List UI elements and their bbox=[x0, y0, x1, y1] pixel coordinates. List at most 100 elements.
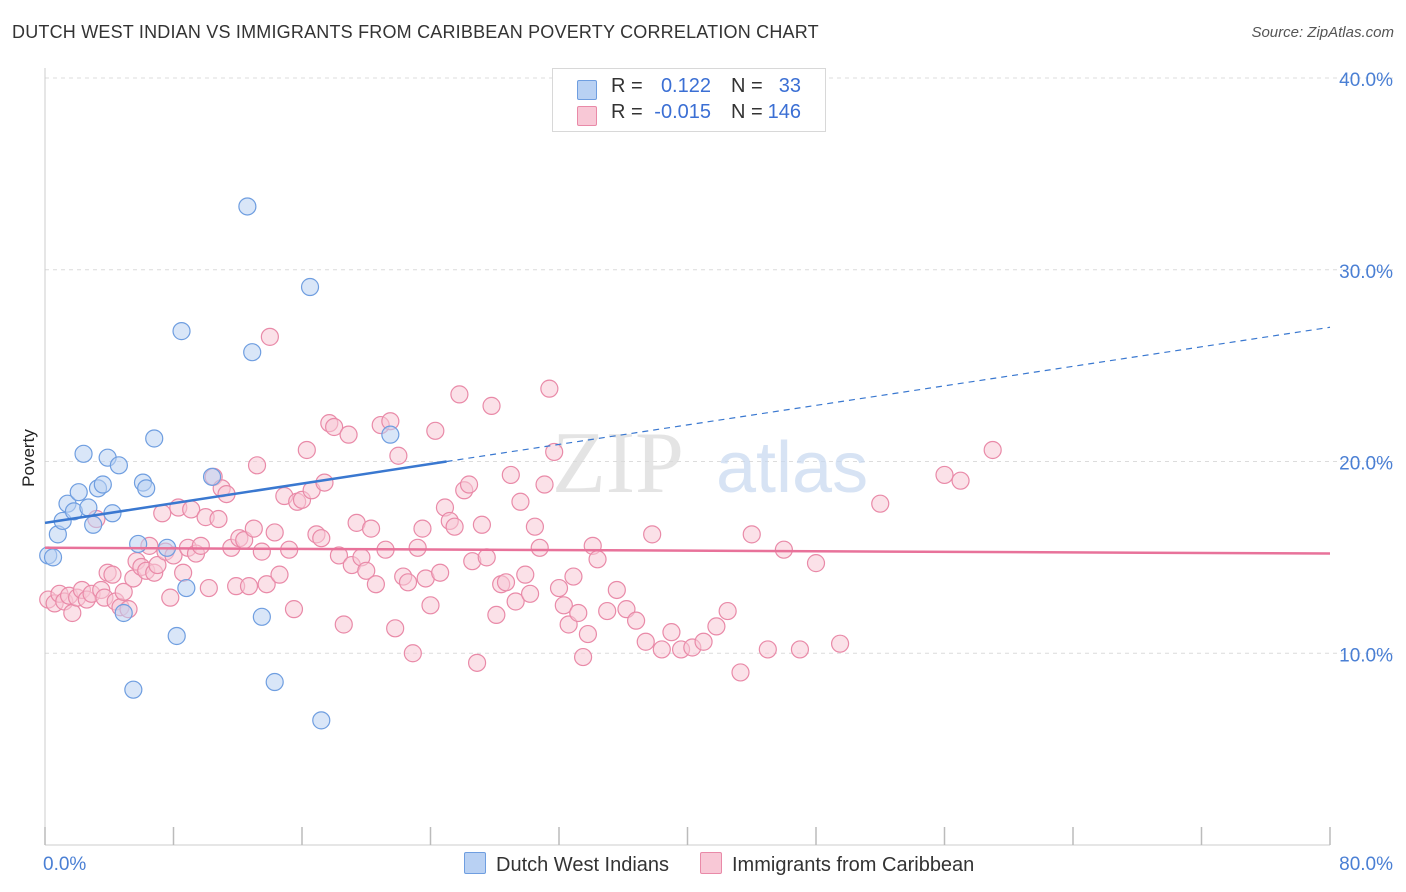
pink-point bbox=[588, 550, 607, 569]
pink-point bbox=[334, 615, 353, 634]
pink-point bbox=[731, 663, 750, 682]
legend-n-value: 33 bbox=[778, 75, 801, 97]
pink-point bbox=[871, 494, 890, 513]
pink-point bbox=[758, 640, 777, 659]
pink-point bbox=[569, 603, 588, 623]
pink-point bbox=[265, 523, 284, 542]
legend-r-label: R = bbox=[611, 75, 643, 97]
pink-point bbox=[707, 617, 726, 636]
pink-point bbox=[284, 600, 304, 619]
pink-point bbox=[408, 538, 427, 557]
pink-point bbox=[790, 640, 810, 659]
pink-point bbox=[496, 573, 516, 592]
pink-point bbox=[636, 632, 655, 651]
pink-point bbox=[525, 517, 545, 536]
pink-point bbox=[501, 465, 520, 485]
pink-point bbox=[191, 536, 210, 555]
bottom-legend-label-blue: Dutch West Indians bbox=[496, 854, 670, 876]
blue-point bbox=[124, 680, 143, 699]
blue-point bbox=[167, 626, 186, 646]
blue-point bbox=[43, 548, 63, 567]
pink-point bbox=[403, 644, 422, 663]
pink-point bbox=[63, 603, 82, 623]
blue-point bbox=[265, 672, 284, 692]
pink-point bbox=[209, 509, 228, 529]
legend-r-value: 0.122 bbox=[660, 75, 711, 97]
legend-swatch-blue bbox=[577, 80, 597, 100]
pink-point bbox=[244, 519, 263, 538]
pink-point bbox=[260, 327, 279, 346]
blue-point bbox=[109, 456, 128, 475]
pink-point bbox=[357, 561, 376, 580]
y-tick-label: 30.0% bbox=[1339, 262, 1393, 283]
blue-point bbox=[252, 607, 271, 626]
pink-point bbox=[339, 425, 358, 444]
pink-point bbox=[315, 473, 334, 492]
pink-point bbox=[718, 601, 737, 621]
pink-point bbox=[199, 578, 218, 598]
pink-point bbox=[545, 442, 564, 462]
pink-point bbox=[520, 584, 540, 603]
pink-point bbox=[153, 504, 172, 523]
blue-point bbox=[84, 515, 103, 534]
pink-point bbox=[257, 575, 276, 594]
legend-r-label: R = bbox=[611, 101, 643, 123]
pink-point bbox=[398, 573, 418, 592]
pink-point bbox=[467, 653, 487, 672]
pink-point bbox=[983, 440, 1002, 460]
pink-point bbox=[652, 640, 671, 659]
watermark-atlas: atlas bbox=[716, 428, 868, 508]
tick-labels: 10.0% 20.0% 30.0% 40.0% 0.0% 80.0% bbox=[43, 70, 1393, 875]
watermark-zip: ZIP bbox=[552, 415, 684, 512]
blue-point bbox=[300, 277, 320, 297]
blue-trend-line bbox=[44, 460, 447, 525]
pink-point bbox=[421, 596, 440, 615]
pink-point bbox=[742, 525, 761, 544]
pink-point bbox=[482, 396, 501, 415]
legend-n-label: N = bbox=[731, 75, 763, 97]
chart-title: DUTCH WEST INDIAN VS IMMIGRANTS FROM CAR… bbox=[12, 22, 819, 42]
pink-point bbox=[564, 567, 583, 586]
pink-point bbox=[312, 529, 331, 548]
pink-point bbox=[450, 385, 469, 404]
pink-point bbox=[578, 624, 598, 644]
pink-point bbox=[806, 554, 826, 573]
blue-point bbox=[69, 483, 88, 502]
pink-point bbox=[774, 540, 793, 559]
pink-point bbox=[445, 517, 464, 536]
pink-point bbox=[643, 525, 662, 544]
blue-point bbox=[172, 322, 191, 341]
pink-point bbox=[530, 538, 549, 557]
pink-point bbox=[270, 565, 289, 584]
legend-n-value: 146 bbox=[767, 101, 801, 123]
blue-point bbox=[202, 467, 222, 486]
y-tick-label: 10.0% bbox=[1339, 645, 1393, 666]
bottom-legend-blue: Dutch West Indians bbox=[464, 852, 669, 877]
pink-point bbox=[103, 565, 122, 584]
blue-point bbox=[93, 475, 112, 494]
blue-trend-extension bbox=[446, 326, 1331, 463]
blue-point bbox=[381, 425, 400, 444]
bottom-legend-label-pink: Immigrants from Caribbean bbox=[732, 854, 975, 876]
source-label: Source: ZipAtlas.com bbox=[1251, 24, 1394, 41]
blue-point bbox=[243, 343, 262, 362]
blue-point bbox=[238, 197, 257, 216]
pink-trend-line bbox=[44, 546, 1331, 555]
pink-point bbox=[511, 492, 530, 511]
pink-point bbox=[148, 555, 167, 575]
pink-point bbox=[573, 647, 593, 667]
pink-point bbox=[247, 456, 267, 475]
blue-point bbox=[74, 444, 93, 463]
pink-point bbox=[329, 546, 349, 565]
pink-point bbox=[361, 519, 381, 538]
grid-lines bbox=[45, 77, 1395, 654]
pink-point bbox=[516, 565, 535, 584]
pink-point bbox=[540, 379, 559, 398]
legend-swatch-pink bbox=[577, 106, 597, 126]
pink-point bbox=[506, 592, 525, 611]
pink-point bbox=[626, 611, 646, 630]
pink-point bbox=[366, 575, 385, 594]
legend: R = 0.122 N = 33 R = -0.015 N = 146 bbox=[552, 68, 826, 132]
pink-point bbox=[413, 519, 432, 538]
